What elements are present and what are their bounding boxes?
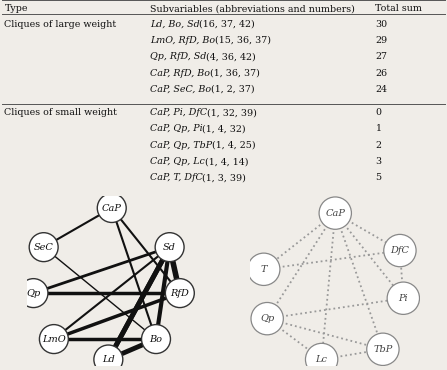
Text: (1, 32, 39): (1, 32, 39) <box>207 108 257 117</box>
Text: 0: 0 <box>375 108 381 117</box>
Circle shape <box>248 253 280 286</box>
Text: LmO: LmO <box>42 334 66 344</box>
Text: CaP, Qp, Lc: CaP, Qp, Lc <box>150 157 205 166</box>
Text: (1, 4, 25): (1, 4, 25) <box>212 141 256 150</box>
Circle shape <box>165 279 194 307</box>
Text: 27: 27 <box>375 52 388 61</box>
Circle shape <box>367 333 399 366</box>
Text: (1, 3, 39): (1, 3, 39) <box>202 174 246 182</box>
Text: Subvariables (abbreviations and numbers): Subvariables (abbreviations and numbers) <box>150 4 354 13</box>
Text: Ld: Ld <box>102 355 115 364</box>
Text: CaP, RfD, Bo: CaP, RfD, Bo <box>150 68 210 78</box>
Text: (15, 36, 37): (15, 36, 37) <box>215 36 271 45</box>
Text: 26: 26 <box>375 68 388 78</box>
Text: (1, 36, 37): (1, 36, 37) <box>210 68 260 78</box>
Text: (1, 4, 14): (1, 4, 14) <box>205 157 248 166</box>
Text: (1, 4, 32): (1, 4, 32) <box>202 124 246 134</box>
Text: 3: 3 <box>375 157 382 166</box>
Text: Cliques of large weight: Cliques of large weight <box>4 20 117 28</box>
Circle shape <box>305 343 338 370</box>
Text: Qp, RfD, Sd: Qp, RfD, Sd <box>150 52 206 61</box>
Circle shape <box>387 282 419 314</box>
Circle shape <box>251 303 283 335</box>
Text: CaP, SeC, Bo: CaP, SeC, Bo <box>150 85 211 94</box>
Text: Pi: Pi <box>399 294 408 303</box>
Text: Lc: Lc <box>316 355 328 364</box>
Text: Qp: Qp <box>260 314 274 323</box>
Text: 1: 1 <box>375 124 381 134</box>
Text: Qp: Qp <box>26 289 41 297</box>
Circle shape <box>384 235 416 267</box>
Text: 2: 2 <box>375 141 381 150</box>
Circle shape <box>155 233 184 262</box>
Text: (16, 37, 42): (16, 37, 42) <box>199 20 255 28</box>
Text: SeC: SeC <box>34 243 54 252</box>
Text: Type: Type <box>4 4 28 13</box>
Text: (4, 36, 42): (4, 36, 42) <box>206 52 256 61</box>
Text: CaP: CaP <box>102 204 122 212</box>
Text: 5: 5 <box>375 174 382 182</box>
Text: CaP, Qp, Pi: CaP, Qp, Pi <box>150 124 202 134</box>
Text: Bo: Bo <box>149 334 163 344</box>
Text: (1, 2, 37): (1, 2, 37) <box>211 85 254 94</box>
Text: 29: 29 <box>375 36 388 45</box>
Circle shape <box>19 279 48 307</box>
Text: CaP, Pi, DfC: CaP, Pi, DfC <box>150 108 207 117</box>
Circle shape <box>29 233 58 262</box>
Circle shape <box>142 324 170 354</box>
Circle shape <box>319 197 351 229</box>
Circle shape <box>94 345 123 370</box>
Text: LmO, RfD, Bo: LmO, RfD, Bo <box>150 36 215 45</box>
Text: 30: 30 <box>375 20 388 28</box>
Text: CaP, T, DfC: CaP, T, DfC <box>150 174 202 182</box>
Text: RfD: RfD <box>170 289 189 297</box>
Text: CaP: CaP <box>325 209 345 218</box>
Text: T: T <box>261 265 267 274</box>
Text: CaP, Qp, TbP: CaP, Qp, TbP <box>150 141 212 150</box>
Text: DfC: DfC <box>390 246 409 255</box>
Text: 24: 24 <box>375 85 388 94</box>
Text: TbP: TbP <box>373 345 392 354</box>
Text: Total sum: Total sum <box>375 4 422 13</box>
Circle shape <box>97 194 126 222</box>
Circle shape <box>39 324 68 354</box>
Text: Sd: Sd <box>163 243 176 252</box>
Text: Cliques of small weight: Cliques of small weight <box>4 108 118 117</box>
Text: Ld, Bo, Sd: Ld, Bo, Sd <box>150 20 199 28</box>
